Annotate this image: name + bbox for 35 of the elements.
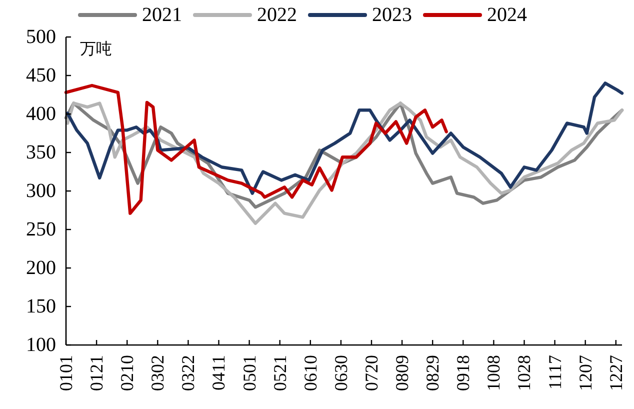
legend-label: 2022 (257, 4, 297, 26)
x-tick-label: 0809 (392, 355, 412, 391)
legend-label: 2023 (372, 4, 412, 26)
y-tick-label: 400 (26, 103, 56, 125)
x-tick-label: 0521 (270, 355, 290, 391)
x-tick-label: 0121 (86, 355, 107, 391)
x-tick-label: 0610 (300, 355, 320, 391)
y-tick-label: 350 (26, 142, 56, 164)
x-tick-label: 0501 (239, 355, 260, 391)
x-tick-label: 0630 (330, 355, 351, 391)
x-tick-label: 1227 (606, 355, 626, 391)
y-tick-label: 500 (26, 26, 56, 48)
x-tick-label: 0411 (208, 355, 229, 390)
x-tick-label: 0210 (117, 355, 138, 391)
x-tick-label: 0322 (178, 355, 198, 391)
x-tick-label: 0829 (422, 355, 443, 391)
y-tick-label: 250 (26, 218, 56, 240)
x-tick-label: 0101 (56, 355, 76, 391)
x-tick-label: 0720 (361, 355, 382, 391)
y-tick-label: 150 (26, 296, 56, 318)
line-series (64, 84, 448, 215)
line-series (66, 82, 624, 195)
y-tick-label: 300 (26, 180, 56, 202)
x-tick-label: 1117 (544, 355, 565, 390)
x-tick-label: 1207 (575, 355, 596, 391)
x-tick-label: 0302 (148, 355, 168, 391)
y-tick-label: 450 (26, 64, 56, 86)
x-tick-label: 1008 (484, 355, 504, 391)
legend-label: 2021 (142, 4, 182, 26)
y-tick-label: 200 (26, 257, 56, 279)
y-tick-label: 100 (26, 334, 56, 356)
y-axis-title: 万吨 (80, 40, 112, 58)
x-tick-label: 1028 (514, 355, 534, 391)
legend-label: 2024 (487, 4, 527, 26)
x-tick-label: 0918 (453, 355, 474, 391)
